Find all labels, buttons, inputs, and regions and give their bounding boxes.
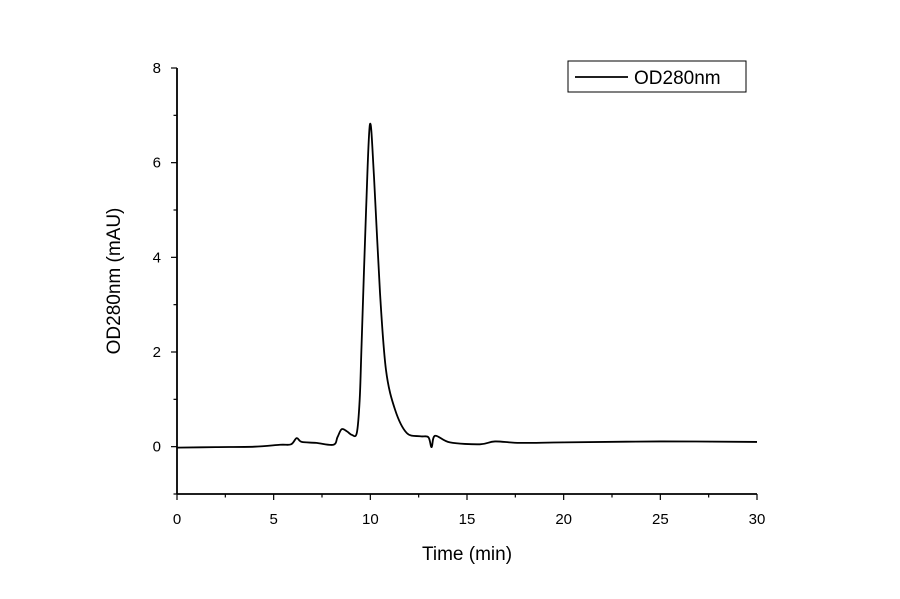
y-tick-label: 2 [153, 344, 161, 361]
x-tick-label: 0 [173, 511, 181, 528]
x-tick-label: 15 [459, 511, 476, 528]
y-tick-label: 4 [153, 249, 161, 266]
x-tick-label: 25 [652, 511, 669, 528]
axes [176, 68, 757, 495]
x-tick-label: 30 [749, 511, 766, 528]
y-tick-label: 0 [153, 439, 161, 456]
legend: OD280nm [567, 60, 747, 93]
series-line-od280nm [176, 122, 758, 449]
y-tick-label: 6 [153, 155, 161, 172]
y-axis-label: OD280nm (mAU) [104, 208, 125, 355]
x-tick-label: 10 [362, 511, 379, 528]
y-tick-label: 8 [153, 60, 161, 77]
legend-label: OD280nm [634, 68, 721, 89]
x-tick-label: 5 [269, 511, 277, 528]
x-axis-label: Time (min) [422, 544, 512, 565]
x-tick-label: 20 [555, 511, 572, 528]
ticks: 0 5 10 15 20 25 30 0 2 4 6 8 [153, 60, 766, 528]
